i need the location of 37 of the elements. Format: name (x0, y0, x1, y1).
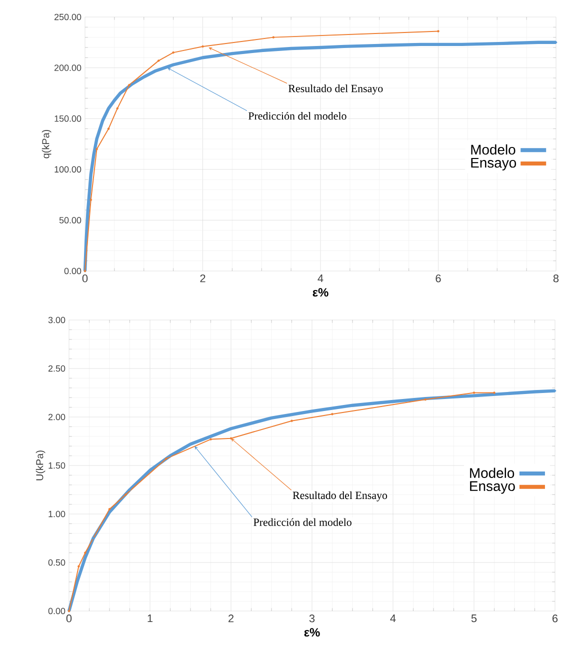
y-axis-title: U(kPa) (36, 450, 46, 480)
annotation: Predicción del modelo (248, 112, 346, 120)
annotation: Resultado del Ensayo (292, 491, 388, 502)
x-tick-label: 6 (552, 614, 558, 622)
annotation: Resultado del Ensayo (288, 84, 383, 94)
y-axis-title: q(kPa) (42, 130, 52, 158)
x-tick-label: 2 (200, 274, 206, 282)
y-tick-label: 50.00 (59, 217, 82, 224)
y-tick-label: 3.00 (48, 316, 66, 324)
y-tick-label: 0.00 (48, 608, 66, 614)
x-tick-label: 8 (553, 274, 559, 282)
y-tick-label: 0.50 (48, 559, 66, 566)
y-tick-label: 0.00 (64, 268, 82, 274)
y-tick-label: 2.00 (48, 414, 66, 420)
x-tick-label: 3 (309, 614, 315, 622)
x-tick-label: 1 (148, 614, 153, 622)
x-tick-label: 0 (82, 274, 88, 282)
x-axis-title: ε% (304, 628, 320, 637)
y-tick-label: 250.00 (54, 14, 82, 20)
y-tick-label: 1.50 (48, 462, 66, 469)
x-axis-title: ε% (312, 288, 328, 297)
y-tick-label: 100.00 (54, 166, 82, 173)
x-tick-label: 4 (390, 614, 396, 622)
y-tick-label: 1.00 (48, 510, 66, 518)
legend-label: Modelo (471, 144, 516, 155)
legend-label: Modelo (470, 468, 514, 478)
y-tick-label: 200.00 (54, 64, 82, 71)
x-tick-label: 0 (66, 614, 72, 622)
y-tick-label: 150.00 (54, 115, 82, 122)
x-tick-label: 5 (471, 614, 477, 622)
legend-label: Ensayo (471, 158, 516, 170)
x-tick-label: 4 (318, 274, 324, 282)
y-tick-label: 2.50 (48, 365, 66, 372)
x-tick-label: 2 (228, 614, 234, 622)
annotation: Predicción del modelo (254, 518, 352, 526)
legend-label: Ensayo (470, 481, 515, 494)
x-tick-label: 6 (436, 274, 441, 282)
